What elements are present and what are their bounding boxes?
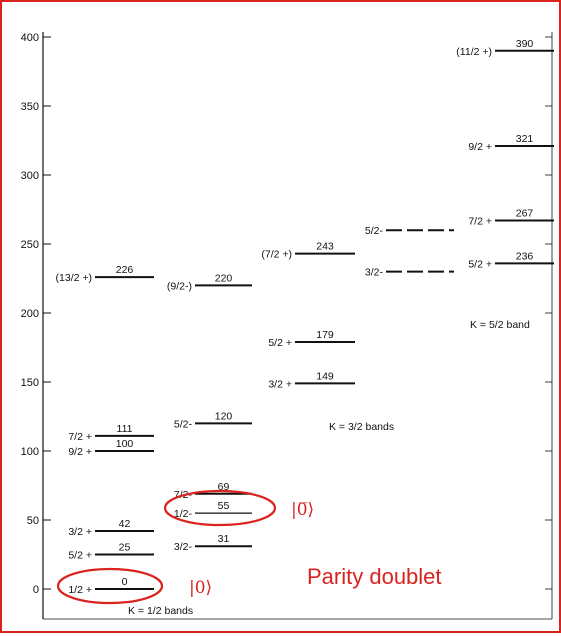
level-0-5: (13/2 +) 226 <box>56 264 154 284</box>
spin-parity-label: (9/2-) <box>167 280 192 292</box>
level-3-15: 5/2- <box>365 225 454 237</box>
spin-parity-label: 7/2 + <box>68 431 92 443</box>
energy-label: 226 <box>116 264 134 276</box>
energy-label: 0 <box>122 576 128 588</box>
level-0-2: 3/2 + 42 <box>68 518 154 538</box>
energy-label: 179 <box>316 329 334 341</box>
energy-label: 321 <box>516 133 534 145</box>
level-1-7: 1/2- 55 <box>174 500 252 520</box>
energy-label: 220 <box>215 272 233 284</box>
spin-parity-label: (11/2 +) <box>456 46 492 58</box>
y-tick-label: 300 <box>21 170 39 182</box>
parity-partner-circle <box>163 489 277 527</box>
level-4-16: 5/2 + 236 <box>468 250 554 270</box>
ket-zero-bar-label: |0̅⟩ <box>291 500 314 520</box>
spin-parity-label: (13/2 +) <box>56 272 92 284</box>
level-1-10: (9/2-) 220 <box>167 272 252 292</box>
energy-label: 267 <box>516 208 534 220</box>
energy-label: 55 <box>218 500 230 512</box>
level-1-9: 5/2- 120 <box>174 410 252 430</box>
spin-parity-label: 9/2 + <box>68 446 92 458</box>
level-2-11: 3/2 + 149 <box>268 370 355 390</box>
spin-parity-label: 3/2- <box>365 267 384 279</box>
y-tick-label: 250 <box>21 239 39 251</box>
y-tick-label: 150 <box>21 377 39 389</box>
spin-parity-label: 9/2 + <box>468 141 492 153</box>
level-0-0: 1/2 + 0 <box>68 576 154 596</box>
level-3-14: 3/2- <box>365 267 454 279</box>
spin-parity-label: 5/2 + <box>268 337 292 349</box>
level-1-6: 3/2- 31 <box>174 533 252 553</box>
y-tick-label: 200 <box>21 308 39 320</box>
level-4-17: 7/2 + 267 <box>468 208 554 228</box>
spin-parity-label: 1/2- <box>174 508 193 520</box>
energy-label: 120 <box>215 410 233 422</box>
energy-label: 42 <box>119 518 131 530</box>
spin-parity-label: (7/2 +) <box>261 249 292 261</box>
spin-parity-label: 5/2- <box>174 418 193 430</box>
energy-label: 149 <box>316 370 334 382</box>
energy-label: 31 <box>218 533 230 545</box>
spin-parity-label: 3/2 + <box>268 378 292 390</box>
spin-parity-label: 7/2 + <box>468 216 492 228</box>
level-2-12: 5/2 + 179 <box>268 329 355 349</box>
y-tick-label: 0 <box>33 584 39 596</box>
energy-label: 100 <box>116 438 134 450</box>
spin-parity-label: 3/2- <box>174 541 193 553</box>
level-4-19: (11/2 +) 390 <box>456 38 554 58</box>
level-0-3: 9/2 + 100 <box>68 438 154 458</box>
energy-label: 111 <box>117 423 133 435</box>
band-label-k-half: K = 1/2 bands <box>128 605 193 617</box>
spin-parity-label: 5/2 + <box>68 550 92 562</box>
energy-levels: 1/2 + 0 5/2 + 25 3/2 + 42 9/2 + 100 7/2 + 111 (13/… <box>56 38 554 596</box>
spin-parity-label: 1/2 + <box>68 584 92 596</box>
level-0-4: 7/2 + 111 <box>68 423 154 443</box>
ket-zero-label: |0⟩ <box>189 578 212 598</box>
energy-label: 236 <box>516 250 534 262</box>
ground-state-circle <box>56 567 164 605</box>
parity-doublet-label: Parity doublet <box>307 564 442 589</box>
spin-parity-label: 5/2- <box>365 225 384 237</box>
y-tick-label: 100 <box>21 446 39 458</box>
spin-parity-label: 3/2 + <box>68 526 92 538</box>
energy-label: 69 <box>218 481 230 493</box>
band-label-k-five-half: K = 5/2 band <box>470 319 530 331</box>
y-tick-label: 400 <box>21 32 39 44</box>
band-label-k-three-half: K = 3/2 bands <box>329 421 394 433</box>
level-0-1: 5/2 + 25 <box>68 542 154 562</box>
spin-parity-label: 5/2 + <box>468 258 492 270</box>
y-tick-label: 50 <box>27 515 39 527</box>
energy-label: 243 <box>316 241 334 253</box>
energy-label: 25 <box>119 542 131 554</box>
y-tick-label: 350 <box>21 101 39 113</box>
level-2-13: (7/2 +) 243 <box>261 241 355 261</box>
level-4-18: 9/2 + 321 <box>468 133 554 153</box>
energy-label: 390 <box>516 38 534 50</box>
